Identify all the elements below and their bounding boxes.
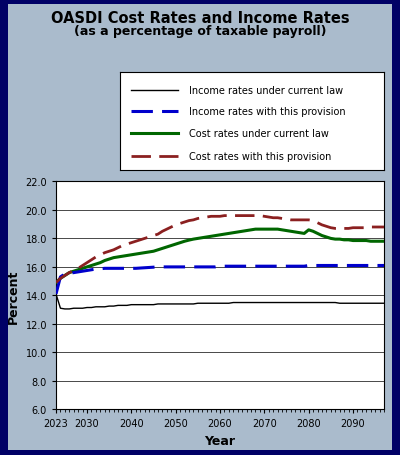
Text: Income rates with this provision: Income rates with this provision <box>189 107 345 117</box>
Text: Income rates under current law: Income rates under current law <box>189 86 343 96</box>
Text: OASDI Cost Rates and Income Rates: OASDI Cost Rates and Income Rates <box>51 11 349 26</box>
Text: (as a percentage of taxable payroll): (as a percentage of taxable payroll) <box>74 25 326 38</box>
Text: Cost rates under current law: Cost rates under current law <box>189 128 328 138</box>
Text: Cost rates with this provision: Cost rates with this provision <box>189 152 331 162</box>
Y-axis label: Percent: Percent <box>7 268 20 323</box>
X-axis label: Year: Year <box>204 434 236 447</box>
